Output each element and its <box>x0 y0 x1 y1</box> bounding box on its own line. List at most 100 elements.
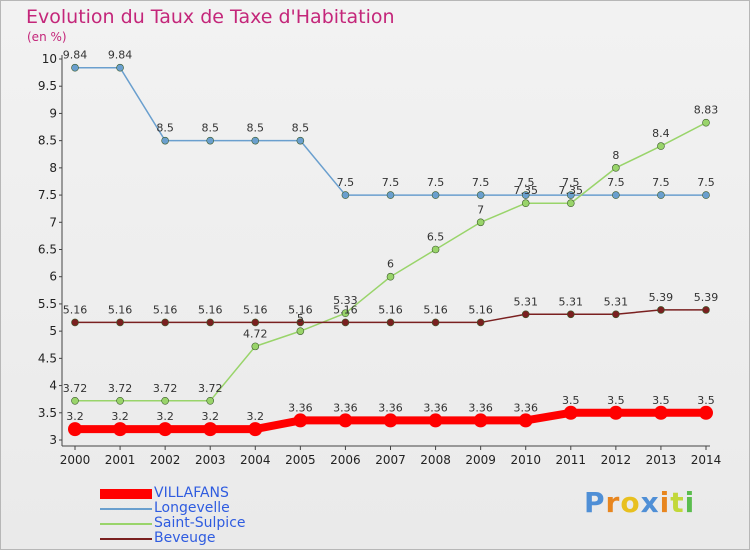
data-label: 7.5 <box>562 176 580 189</box>
data-point <box>476 191 485 199</box>
data-label: 8.5 <box>201 122 219 135</box>
x-tick-label: 2005 <box>285 453 316 467</box>
data-point <box>566 310 575 319</box>
data-label: 5.31 <box>559 295 584 308</box>
x-tick-label: 2006 <box>330 453 361 467</box>
data-point <box>431 245 440 254</box>
legend-label: Beveuge <box>154 530 216 546</box>
data-point <box>657 142 665 150</box>
data-point <box>386 191 395 199</box>
x-tick-label: 2012 <box>601 453 632 467</box>
data-point <box>657 191 665 199</box>
y-tick-label: 6 <box>49 270 57 284</box>
data-label: 7.5 <box>697 176 715 189</box>
data-label: 8 <box>612 149 619 162</box>
y-tick-label: 5.5 <box>38 297 57 311</box>
data-point <box>566 191 575 199</box>
data-label: 8.5 <box>156 122 174 135</box>
data-label: 7.5 <box>517 176 535 189</box>
data-point <box>612 191 620 199</box>
data-point <box>657 306 665 314</box>
data-point <box>296 136 305 145</box>
logo-letter: o <box>620 486 641 519</box>
data-point <box>341 191 350 199</box>
data-point <box>612 164 620 172</box>
legend-label: Longevelle <box>154 500 230 516</box>
data-label: 3.5 <box>652 394 670 407</box>
data-label: 3.2 <box>66 410 84 423</box>
data-point <box>71 397 79 405</box>
y-tick-label: 7 <box>49 215 57 229</box>
logo-letter: x <box>640 486 660 519</box>
data-label: 3.72 <box>153 382 178 395</box>
y-tick-label: 9.5 <box>38 79 57 93</box>
data-point <box>473 413 488 428</box>
data-point <box>68 422 82 437</box>
data-point <box>521 310 530 319</box>
data-point <box>431 318 440 327</box>
data-label: 7.5 <box>652 176 670 189</box>
data-label: 3.36 <box>288 401 313 414</box>
data-label: 3.2 <box>156 410 174 423</box>
data-label: 3.36 <box>333 401 358 414</box>
data-point <box>383 413 398 428</box>
data-point <box>251 136 260 145</box>
data-label: 8.4 <box>652 127 670 140</box>
y-tick-label: 8 <box>49 161 57 175</box>
data-point <box>251 342 260 351</box>
data-point <box>203 422 218 437</box>
data-label: 7.5 <box>427 176 445 189</box>
data-label: 7.5 <box>607 176 625 189</box>
data-label: 3.36 <box>378 401 403 414</box>
data-label: 3.36 <box>423 401 448 414</box>
x-tick-label: 2009 <box>465 453 496 467</box>
data-point <box>386 272 395 281</box>
data-point <box>702 306 710 314</box>
data-label: 5.16 <box>243 303 268 316</box>
x-tick-label: 2000 <box>60 453 91 467</box>
logo-letter: P <box>584 486 606 519</box>
data-point <box>296 318 305 327</box>
x-tick-label: 2010 <box>510 453 541 467</box>
data-label: 5.16 <box>108 303 133 316</box>
legend-item-longevelle: Longevelle <box>100 501 246 516</box>
y-tick-label: 4.5 <box>38 351 57 365</box>
data-point <box>158 422 173 437</box>
data-label: 3.36 <box>468 401 493 414</box>
data-point <box>206 318 215 327</box>
logo-letter: r <box>605 486 621 519</box>
data-label: 5.39 <box>649 291 674 304</box>
data-label: 5.39 <box>694 291 719 304</box>
data-label: 3.2 <box>111 410 129 423</box>
data-label: 8.5 <box>292 122 310 135</box>
y-tick-label: 4 <box>49 379 57 393</box>
legend-item-beveuge: Beveuge <box>100 531 246 546</box>
x-tick-label: 2014 <box>691 453 722 467</box>
data-label: 5.16 <box>153 303 178 316</box>
data-point <box>251 318 260 327</box>
legend-swatch <box>100 522 152 525</box>
data-label: 5.16 <box>468 303 493 316</box>
data-label: 5.16 <box>63 303 88 316</box>
data-point <box>341 318 350 327</box>
data-label: 7.35 <box>559 184 584 197</box>
data-point <box>608 405 623 420</box>
chart-title: Evolution du Taux de Taxe d'Habitation <box>26 6 395 28</box>
data-point <box>653 405 668 420</box>
data-label: 5.16 <box>378 303 403 316</box>
y-tick-label: 10 <box>42 52 57 66</box>
legend-item-saint-sulpice: Saint-Sulpice <box>100 516 246 531</box>
data-point <box>116 63 124 72</box>
data-point <box>521 199 530 208</box>
data-label: 3.2 <box>247 410 265 423</box>
data-point <box>116 318 124 327</box>
data-point <box>161 136 169 145</box>
data-point <box>476 218 485 227</box>
y-tick-label: 6.5 <box>38 243 57 257</box>
x-tick-label: 2011 <box>556 453 587 467</box>
data-point <box>518 413 533 428</box>
data-label: 9.84 <box>63 49 88 62</box>
y-tick-label: 8.5 <box>38 134 57 148</box>
data-point <box>206 397 215 405</box>
